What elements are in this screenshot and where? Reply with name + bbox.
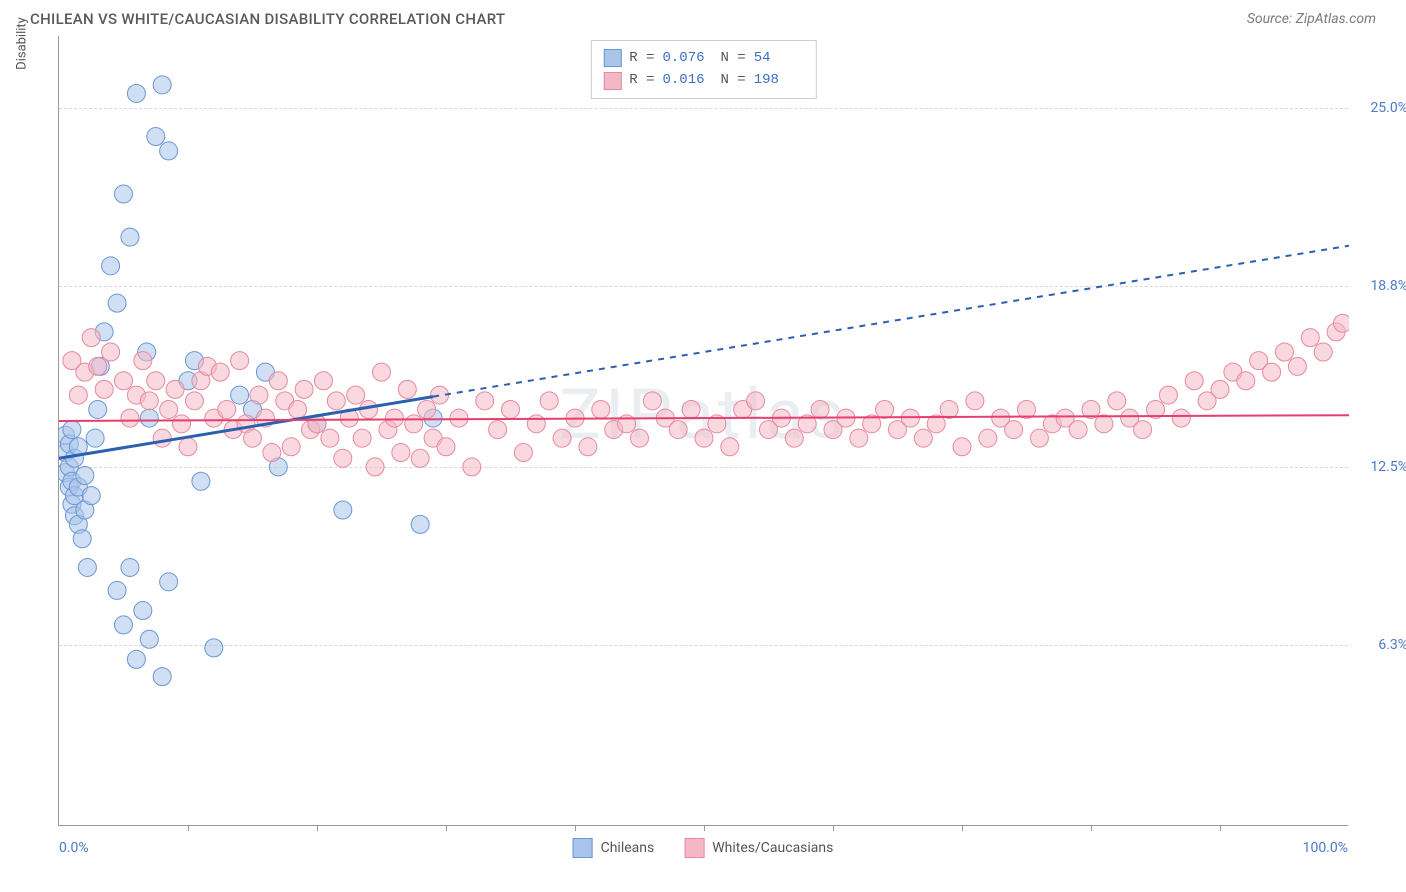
regression-line (59, 415, 1349, 421)
legend-swatch-icon (684, 838, 704, 858)
chart-source: Source: ZipAtlas.com (1247, 11, 1376, 27)
n-value: 198 (754, 69, 804, 91)
y-axis-label: Disability (15, 17, 30, 70)
r-label: R = (629, 47, 654, 69)
y-tick-label: 18.8% (1370, 278, 1406, 294)
r-label: R = (629, 69, 654, 91)
legend-swatch-icon (603, 72, 621, 90)
legend-row: R = 0.016 N = 198 (603, 69, 803, 91)
legend-row: R = 0.076 N = 54 (603, 47, 803, 69)
regression-line-extrapolated (433, 246, 1349, 397)
y-tick-label: 25.0% (1370, 100, 1406, 116)
legend-item: Whites/Caucasians (684, 838, 833, 858)
legend-label: Whites/Caucasians (712, 840, 833, 856)
n-label: N = (721, 69, 746, 91)
n-value: 54 (754, 47, 804, 69)
regression-lines (59, 36, 1349, 826)
chart-title: CHILEAN VS WHITE/CAUCASIAN DISABILITY CO… (30, 10, 505, 28)
chart-header: CHILEAN VS WHITE/CAUCASIAN DISABILITY CO… (0, 0, 1406, 36)
n-label: N = (721, 47, 746, 69)
x-tick-label: 100.0% (1303, 840, 1348, 856)
series-legend: Chileans Whites/Caucasians (573, 838, 834, 858)
x-tick-label: 0.0% (59, 840, 89, 856)
y-tick-label: 12.5% (1370, 459, 1406, 475)
correlation-legend: R = 0.076 N = 54 R = 0.016 N = 198 (590, 40, 816, 99)
regression-line (59, 397, 433, 459)
plot-area: ZIPatlas R = 0.076 N = 54 R = 0.016 N = … (58, 36, 1348, 826)
legend-item: Chileans (573, 838, 655, 858)
legend-swatch-icon (573, 838, 593, 858)
r-value: 0.076 (663, 47, 713, 69)
r-value: 0.016 (663, 69, 713, 91)
legend-swatch-icon (603, 49, 621, 67)
y-tick-label: 6.3% (1378, 637, 1406, 653)
legend-label: Chileans (601, 840, 655, 856)
